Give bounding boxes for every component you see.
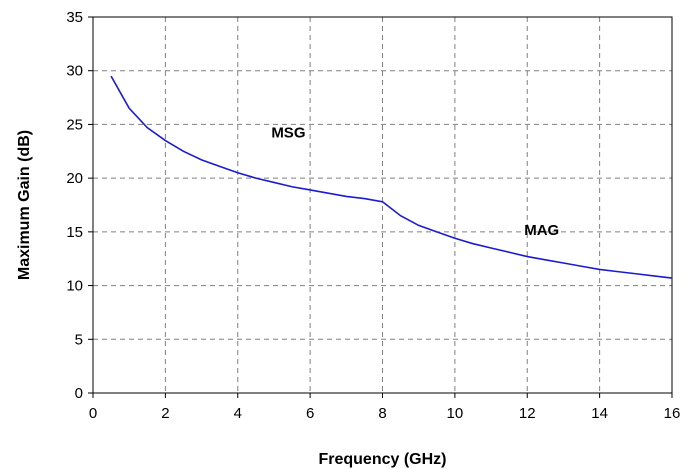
y-tick-label: 0 [75, 385, 83, 402]
y-axis-title: Maximum Gain (dB) [16, 130, 33, 280]
series-layer [110, 75, 673, 279]
x-tick-label: 8 [378, 405, 386, 422]
grid-lines [93, 17, 672, 393]
x-tick-label: 10 [447, 405, 464, 422]
y-tick-label: 25 [66, 116, 83, 133]
x-tick-label: 2 [161, 405, 169, 422]
x-tick-label: 4 [234, 405, 242, 422]
x-tick-label: 14 [591, 405, 608, 422]
annotation-mag: MAG [524, 222, 559, 239]
y-tick-label: 5 [75, 331, 83, 348]
axis-ticks [88, 16, 673, 398]
x-tick-label: 6 [306, 405, 314, 422]
annotations: MSG MAG [271, 124, 559, 239]
gain-series-line [110, 75, 673, 279]
x-tick-labels: 0 2 4 6 8 10 12 14 16 [89, 405, 681, 422]
annotation-msg: MSG [271, 124, 305, 141]
x-tick-label: 16 [664, 405, 681, 422]
y-tick-labels: 0 5 10 15 20 25 30 35 [66, 9, 83, 402]
y-tick-label: 35 [66, 9, 83, 26]
y-tick-label: 10 [66, 278, 83, 295]
y-tick-label: 20 [66, 170, 83, 187]
y-tick-label: 30 [66, 63, 83, 80]
y-tick-label: 15 [66, 224, 83, 241]
x-tick-label: 12 [519, 405, 536, 422]
x-axis-title: Frequency (GHz) [318, 451, 446, 468]
x-tick-label: 0 [89, 405, 97, 422]
